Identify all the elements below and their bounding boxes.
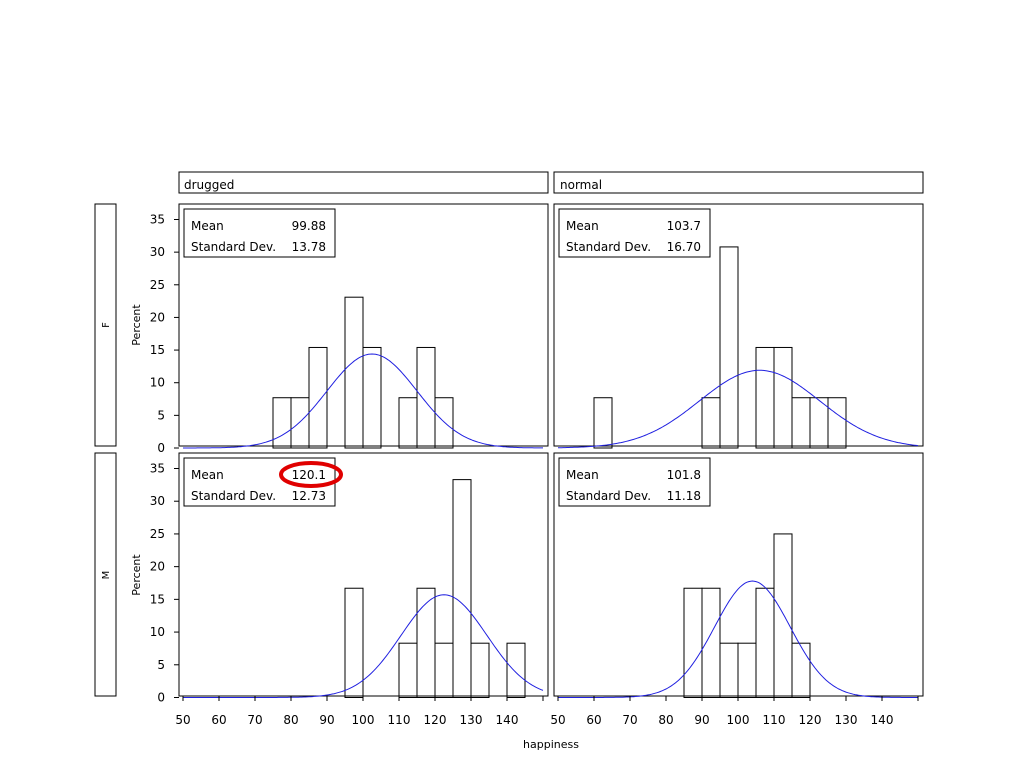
x-tick-label: 100 bbox=[727, 713, 750, 727]
sd-value: 16.70 bbox=[667, 240, 701, 254]
strip-row-F-box bbox=[94, 203, 117, 447]
x-tick-label: 60 bbox=[211, 713, 226, 727]
x-tick-label: 100 bbox=[352, 713, 375, 727]
histogram-bar bbox=[827, 397, 847, 449]
strip-row-F-label: F bbox=[101, 322, 112, 328]
stats-inset-box bbox=[558, 457, 711, 507]
x-tick-label: 60 bbox=[586, 713, 601, 727]
strip-row-M-box bbox=[94, 452, 117, 697]
histogram-bar bbox=[308, 346, 328, 449]
y-tick-label: 30 bbox=[150, 245, 165, 259]
highlight-ellipse bbox=[279, 461, 343, 488]
y-tick-label: 15 bbox=[150, 343, 165, 357]
y-tick-label: 20 bbox=[150, 310, 165, 324]
y-tick-label: 5 bbox=[157, 658, 165, 672]
x-tick-label: 80 bbox=[283, 713, 298, 727]
strip-normal-label: normal bbox=[560, 178, 602, 192]
x-tick-label: 110 bbox=[763, 713, 786, 727]
histogram-bar bbox=[719, 246, 739, 449]
y-tick-label: 15 bbox=[150, 592, 165, 606]
mean-value: 103.7 bbox=[667, 219, 701, 233]
histogram-bar bbox=[470, 642, 490, 698]
x-tick-label: 140 bbox=[871, 713, 894, 727]
sd-label: Standard Dev. bbox=[191, 240, 276, 254]
histogram-bar bbox=[791, 642, 811, 698]
y-tick-label: 25 bbox=[150, 278, 165, 292]
y-axis-title-M: Percent bbox=[130, 554, 143, 596]
normal-curve bbox=[558, 580, 918, 698]
y-tick-label: 0 bbox=[157, 691, 165, 705]
mean-label: Mean bbox=[566, 468, 599, 482]
stats-inset-box bbox=[183, 457, 336, 507]
strip-drugged-box bbox=[178, 171, 549, 194]
mean-label: Mean bbox=[191, 468, 224, 482]
x-tick-label: 70 bbox=[247, 713, 262, 727]
x-tick-label: 50 bbox=[550, 713, 565, 727]
strip-drugged-label: drugged bbox=[184, 178, 234, 192]
y-tick-label: 5 bbox=[157, 408, 165, 422]
sd-value: 12.73 bbox=[292, 489, 326, 503]
x-tick-label: 140 bbox=[496, 713, 519, 727]
y-tick-label: 35 bbox=[150, 462, 165, 476]
strip-row-M-label: M bbox=[101, 571, 112, 580]
y-axis-title-F: Percent bbox=[130, 304, 143, 346]
y-tick-label: 0 bbox=[157, 441, 165, 455]
y-tick-label: 25 bbox=[150, 527, 165, 541]
stats-inset-box bbox=[183, 208, 336, 258]
histogram-bar bbox=[593, 397, 613, 449]
x-tick-label: 120 bbox=[424, 713, 447, 727]
y-tick-label: 10 bbox=[150, 376, 165, 390]
y-tick-label: 20 bbox=[150, 560, 165, 574]
x-tick-label: 120 bbox=[799, 713, 822, 727]
normal-curve bbox=[558, 369, 919, 449]
y-tick-label: 35 bbox=[150, 213, 165, 227]
histogram-bar bbox=[434, 397, 454, 449]
sd-label: Standard Dev. bbox=[566, 240, 651, 254]
y-tick-label: 30 bbox=[150, 494, 165, 508]
y-tick-label: 10 bbox=[150, 625, 165, 639]
histogram-bar bbox=[452, 479, 472, 698]
normal-curve bbox=[183, 353, 543, 449]
x-tick-label: 50 bbox=[175, 713, 190, 727]
x-tick-label: 70 bbox=[622, 713, 637, 727]
mean-label: Mean bbox=[191, 219, 224, 233]
stats-inset-box bbox=[558, 208, 711, 258]
x-axis-title: happiness bbox=[523, 738, 579, 751]
histogram-bar bbox=[344, 587, 364, 699]
normal-curve bbox=[183, 594, 544, 698]
x-tick-label: 130 bbox=[835, 713, 858, 727]
mean-value: 101.8 bbox=[667, 468, 701, 482]
x-tick-label: 130 bbox=[460, 713, 483, 727]
x-tick-label: 90 bbox=[694, 713, 709, 727]
sd-value: 11.18 bbox=[667, 489, 701, 503]
mean-label: Mean bbox=[566, 219, 599, 233]
x-tick-label: 80 bbox=[658, 713, 673, 727]
mean-value: 120.1 bbox=[292, 468, 326, 482]
x-tick-label: 90 bbox=[319, 713, 334, 727]
histogram-bar bbox=[506, 642, 526, 698]
sd-label: Standard Dev. bbox=[191, 489, 276, 503]
sd-value: 13.78 bbox=[292, 240, 326, 254]
strip-normal-box bbox=[553, 171, 924, 194]
mean-value: 99.88 bbox=[292, 219, 326, 233]
x-tick-label: 110 bbox=[388, 713, 411, 727]
histogram-bar bbox=[362, 346, 382, 449]
histogram-bar bbox=[773, 533, 793, 699]
sd-label: Standard Dev. bbox=[566, 489, 651, 503]
